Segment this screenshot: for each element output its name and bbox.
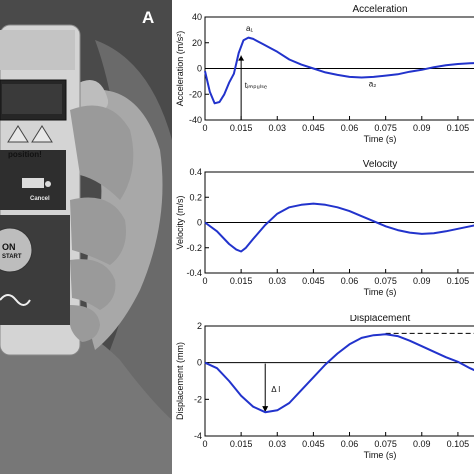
device-photo: A position! Cancel ON START <box>0 0 172 474</box>
y-tick-label: -2 <box>194 394 202 404</box>
y-tick-label: -4 <box>194 431 202 441</box>
x-tick-label: 0.075 <box>374 123 397 133</box>
y-tick-label: 0.4 <box>189 167 202 177</box>
x-tick-label: 0.015 <box>230 123 253 133</box>
y-axis-label: Acceleration (m/s²) <box>175 31 185 107</box>
x-axis-label: Time (s) <box>364 134 397 144</box>
x-tick-label: 0.03 <box>268 439 286 449</box>
x-axis-label: Time (s) <box>364 450 397 460</box>
x-tick-label: 0.03 <box>268 276 286 286</box>
series-line <box>204 202 474 253</box>
device-illustration <box>0 0 172 474</box>
acceleration-chart: Acceleration -40 -20 0 20 40 0 0.015 0.03 0.045 0.… <box>172 0 474 160</box>
y-tick-label: 0 <box>197 218 202 228</box>
annotation-label: tᵢₘₚᵤₗₛₑ <box>245 81 267 90</box>
y-tick-label: -40 <box>189 115 202 125</box>
device-button-text-on: ON <box>2 242 16 252</box>
x-tick-label: 0.09 <box>413 439 431 449</box>
y-tick-label: -0.4 <box>186 268 202 278</box>
chart-title: Acceleration <box>352 4 407 15</box>
x-tick-label: 0.06 <box>341 439 359 449</box>
x-tick-label: 0.03 <box>268 123 286 133</box>
device-screen-text: position! <box>8 150 42 159</box>
x-tick-label: 0.09 <box>413 123 431 133</box>
x-tick-label: 0 <box>202 276 207 286</box>
device-button-text-start: START <box>2 254 22 260</box>
x-tick-label: 0.06 <box>341 276 359 286</box>
y-tick-label: 40 <box>192 12 202 22</box>
chart-title: Velocity <box>363 160 397 170</box>
y-tick-label: -0.2 <box>186 243 202 253</box>
y-tick-label: 0 <box>197 64 202 74</box>
device-cancel-label: Cancel <box>30 196 50 202</box>
x-axis-label: Time (s) <box>364 287 397 297</box>
y-tick-label: 20 <box>192 38 202 48</box>
x-tick-label: 0.105 <box>447 439 470 449</box>
annotation-label: Δ l <box>271 385 280 394</box>
x-tick-label: 0.075 <box>374 439 397 449</box>
acceleration-plot: Acceleration -40 -20 0 20 40 0 0.015 0.03 0.045 0.… <box>175 4 474 144</box>
y-tick-label: 0.2 <box>189 192 202 202</box>
x-tick-label: 0.045 <box>302 439 325 449</box>
x-tick-label: 0.09 <box>413 276 431 286</box>
x-tick-label: 0.045 <box>302 123 325 133</box>
x-tick-label: 0.045 <box>302 276 325 286</box>
x-tick-label: 0 <box>202 439 207 449</box>
x-tick-label: 0.015 <box>230 276 253 286</box>
x-tick-label: 0.105 <box>447 276 470 286</box>
y-axis-label: Velocity (m/s) <box>175 195 185 249</box>
x-tick-label: 0 <box>202 123 207 133</box>
velocity-plot: Velocity -0.4 -0.2 0 0.2 0.4 0 0.015 0.03 0.045 0.… <box>175 160 474 297</box>
x-tick-label: 0.015 <box>230 439 253 449</box>
y-axis-label: Displacement (mm) <box>175 342 185 420</box>
series-line <box>204 333 474 414</box>
x-tick-label: 0.06 <box>341 123 359 133</box>
x-tick-label: 0.105 <box>447 123 470 133</box>
chart-title: Displacement <box>350 315 411 324</box>
plot-frame <box>204 325 474 437</box>
y-tick-label: -20 <box>189 89 202 99</box>
panel-label: A <box>142 8 155 27</box>
displacement-plot: Displacement -4 -2 0 2 0 0.015 0.03 0.045 0.06 0.0… <box>175 315 474 460</box>
y-tick-label: 0 <box>197 358 202 368</box>
velocity-chart: Velocity -0.4 -0.2 0 0.2 0.4 0 0.015 0.03 0.045 0.… <box>172 160 474 315</box>
delta-l-arrowhead <box>262 406 269 413</box>
annotation-label: a₁ <box>246 24 253 33</box>
series-line <box>204 36 474 105</box>
x-tick-label: 0.075 <box>374 276 397 286</box>
impulse-marker-arrowhead <box>238 55 245 61</box>
annotation-label: a₂ <box>369 80 377 89</box>
y-tick-label: 2 <box>197 321 202 331</box>
displacement-chart: Displacement -4 -2 0 2 0 0.015 0.03 0.045 0.06 0.0… <box>172 315 474 474</box>
